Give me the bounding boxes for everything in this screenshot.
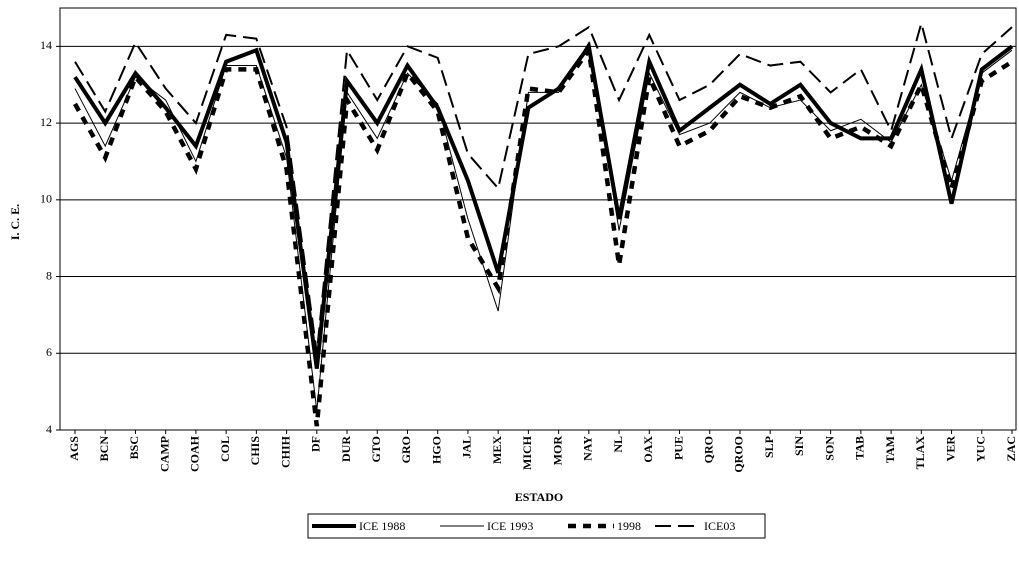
x-tick-label: NL xyxy=(611,436,625,453)
legend-label: ICE 1993 xyxy=(487,519,533,533)
x-tick-label: CHIH xyxy=(278,435,292,468)
y-tick-label: 4 xyxy=(46,422,52,436)
x-tick-label: HGO xyxy=(429,436,443,464)
y-tick-label: 8 xyxy=(46,268,52,282)
y-tick-label: 14 xyxy=(40,38,52,52)
x-tick-label: BCN xyxy=(97,436,111,462)
x-tick-label: OAX xyxy=(641,436,655,463)
x-tick-label: TLAX xyxy=(913,436,927,470)
x-tick-label: MEX xyxy=(490,436,504,464)
x-tick-label: SLP xyxy=(762,436,776,458)
x-tick-label: SON xyxy=(822,436,836,461)
x-tick-label: COAH xyxy=(188,435,202,472)
x-tick-label: PUE xyxy=(671,436,685,460)
x-tick-label: GRO xyxy=(399,436,413,463)
legend-label: 1998 xyxy=(617,519,641,533)
y-tick-label: 12 xyxy=(40,115,52,129)
y-axis-label: I. C. E. xyxy=(8,204,22,240)
x-tick-label: BSC xyxy=(127,436,141,459)
legend-label: ICE03 xyxy=(704,519,735,533)
x-tick-label: MOR xyxy=(550,436,564,466)
x-tick-label: QROO xyxy=(732,436,746,473)
x-tick-label: ZAC xyxy=(1004,436,1018,461)
series-line xyxy=(73,41,1014,369)
x-axis-label: ESTADO xyxy=(515,490,563,504)
y-tick-label: 10 xyxy=(40,192,52,206)
legend-label: ICE 1988 xyxy=(359,519,405,533)
x-tick-label: YUC xyxy=(974,436,988,462)
series-line xyxy=(73,44,1014,427)
x-tick-label: QRO xyxy=(701,436,715,463)
plot-area xyxy=(59,7,1017,431)
y-tick-label: 6 xyxy=(46,345,52,359)
x-tick-label: MICH xyxy=(520,435,534,470)
x-tick-label: TAM xyxy=(883,436,897,463)
series-line xyxy=(74,41,1013,411)
x-tick-label: DF xyxy=(309,436,323,452)
series-line xyxy=(74,19,1013,354)
x-tick-label: TAB xyxy=(853,436,867,460)
x-tick-label: COL xyxy=(218,436,232,462)
x-tick-label: VER xyxy=(943,436,957,462)
x-tick-label: GTO xyxy=(369,436,383,462)
x-tick-label: CAMP xyxy=(157,436,171,472)
x-tick-label: SIN xyxy=(792,436,806,456)
x-tick-label: NAY xyxy=(581,436,595,461)
x-tick-label: DUR xyxy=(339,436,353,462)
x-tick-label: CHIS xyxy=(248,436,262,466)
x-tick-label: AGS xyxy=(67,436,81,461)
x-tick-label: JAL xyxy=(460,436,474,459)
